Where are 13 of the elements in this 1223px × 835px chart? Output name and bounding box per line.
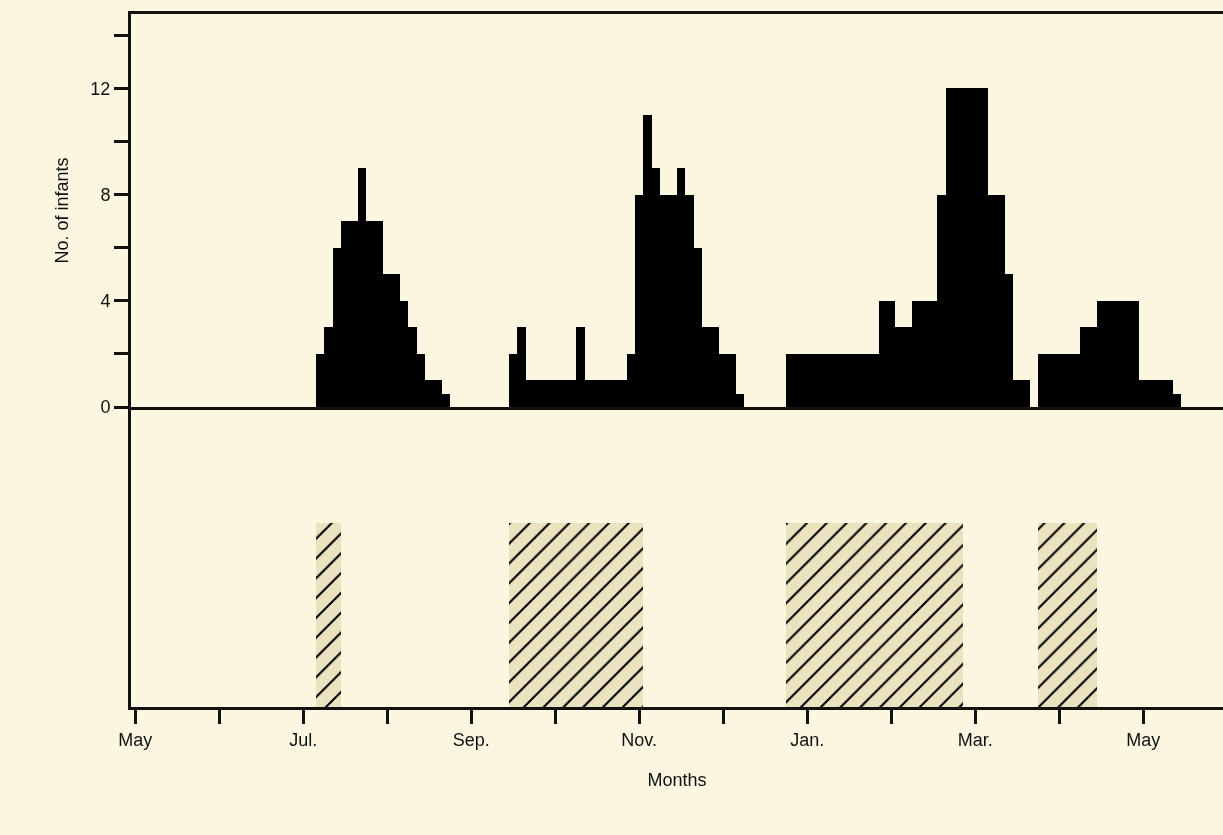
x-tick-label: Jan. [790,729,825,750]
x-tick-label: May [118,729,153,750]
x-tick-label: Nov. [621,729,658,750]
x-tick-label: Jul. [289,729,318,750]
y-tick-label: 8 [100,184,111,205]
x-tick-label: Mar. [957,729,993,750]
y-tick-label: 0 [100,397,111,418]
y-axis-title: No. of infants [51,157,72,264]
x-axis-title: Months [647,769,707,790]
y-tick-label: 12 [90,78,111,99]
x-tick-label: May [1126,729,1161,750]
y-tick-label: 4 [100,291,111,312]
x-tick-label: Sep. [452,729,490,750]
